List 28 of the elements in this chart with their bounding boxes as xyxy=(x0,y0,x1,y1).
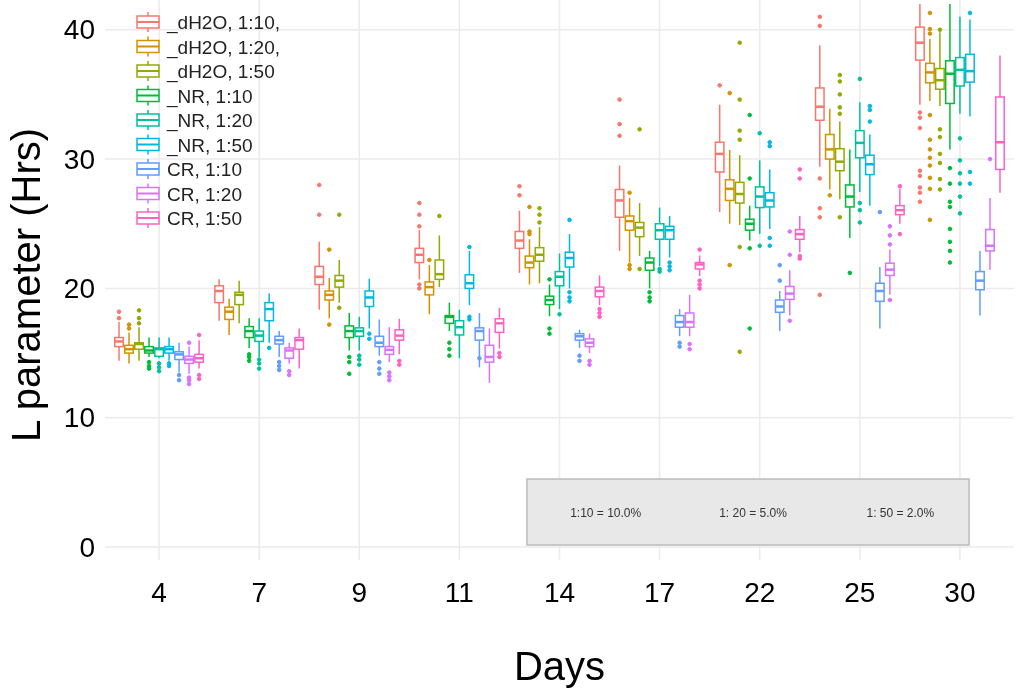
legend-label: _NR, 1:10 xyxy=(166,85,253,108)
x-tick-label: 22 xyxy=(744,576,776,608)
x-tick-label: 9 xyxy=(351,576,368,608)
x-tick-label: 4 xyxy=(151,576,167,608)
legend-label: _NR, 1:50 xyxy=(166,134,253,157)
y-tick-label: 30 xyxy=(63,143,95,175)
annotation: 1:10 = 10.0% xyxy=(570,506,642,520)
y-tick-label: 0 xyxy=(79,531,95,563)
y-axis-title: L parameter (Hrs) xyxy=(4,127,48,443)
y-tick-label: 20 xyxy=(63,272,95,304)
x-tick-label: 17 xyxy=(644,576,676,608)
legend-label: _dH2O, 1:10, xyxy=(166,12,281,34)
legend-label: CR, 1:10 xyxy=(167,159,242,180)
x-tick-label: 25 xyxy=(844,576,876,608)
y-tick-label: 40 xyxy=(63,14,95,46)
x-tick-label: 7 xyxy=(251,576,267,608)
legend-label: CR, 1:20 xyxy=(167,183,242,205)
legend-label: _NR, 1:20 xyxy=(166,110,253,132)
x-tick-label: 14 xyxy=(543,576,576,608)
x-axis-title: Days xyxy=(513,644,606,688)
legend-label: CR, 1:50 xyxy=(167,208,242,229)
annotation: 1: 50 = 2.0% xyxy=(866,506,935,520)
x-tick-label: 11 xyxy=(444,576,474,608)
x-tick-label: 30 xyxy=(944,576,976,608)
annotation: 1: 20 = 5.0% xyxy=(719,506,788,520)
legend-label: _dH2O, 1:20, xyxy=(166,36,281,59)
legend-label: _dH2O, 1:50 xyxy=(166,61,275,83)
y-tick-label: 10 xyxy=(63,402,95,434)
